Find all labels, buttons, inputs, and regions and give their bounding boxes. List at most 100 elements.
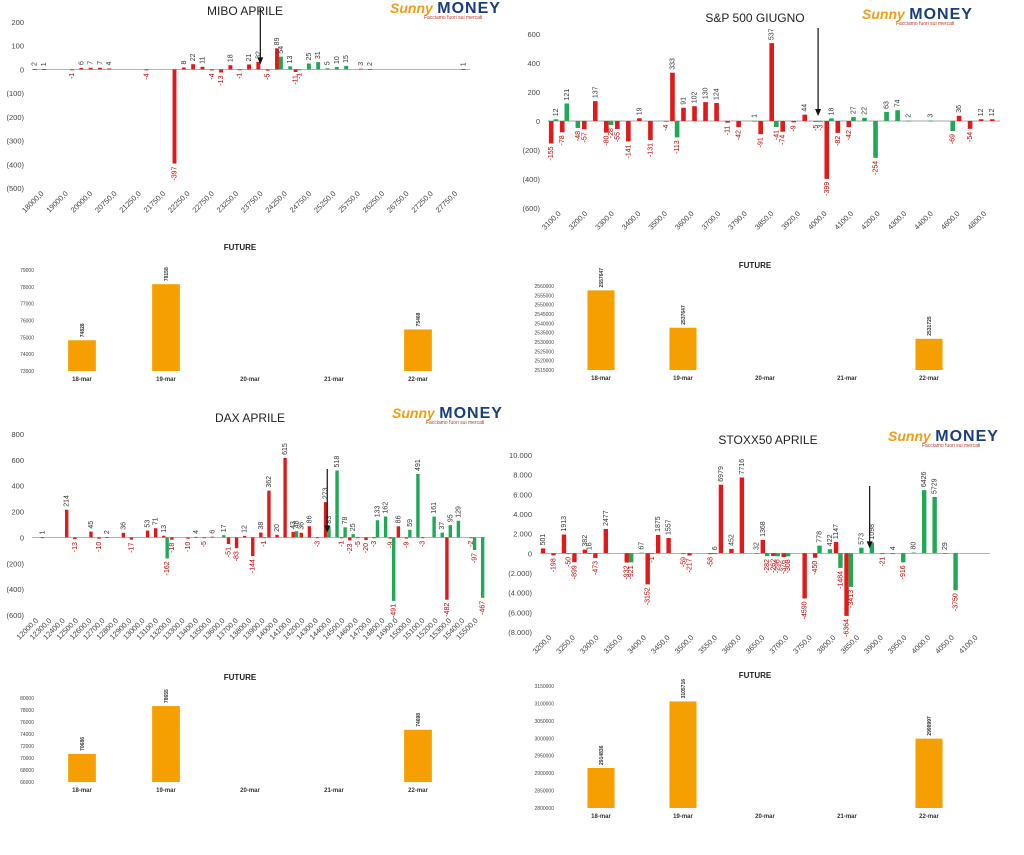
bar: [234, 537, 239, 549]
bar-value-label: 2557647: [599, 268, 605, 288]
y-tick-label: 0: [20, 65, 24, 74]
bar-value-label: 129: [455, 506, 462, 518]
bar-value-label: -932: [624, 565, 631, 579]
bar-value-label: 54: [278, 46, 285, 54]
bar-value-label: 25: [306, 53, 313, 61]
logo-sunny: Sunny: [392, 405, 435, 421]
bar: [340, 537, 344, 539]
bar-value-label: 5: [325, 61, 332, 65]
bar: [575, 121, 581, 128]
y-tick-label: 8.000: [513, 471, 532, 480]
brand-logo: Sunny MONEY Facciamo fuori sui mercati: [888, 428, 999, 450]
x-tick-label: 3550,0: [696, 633, 719, 656]
x-tick-label: 3650,0: [744, 633, 767, 656]
bar-value-label: -254: [873, 161, 880, 175]
bar: [666, 538, 671, 554]
bar-value-label: 6: [78, 61, 85, 65]
bar: [553, 119, 559, 121]
bar: [718, 484, 724, 554]
y-tick-label: 74000: [20, 732, 34, 738]
bar: [781, 553, 786, 558]
bar: [942, 553, 948, 554]
bar: [334, 67, 339, 70]
bar: [335, 470, 339, 538]
bar: [802, 553, 807, 599]
y-tick-label: 2950000: [535, 754, 555, 760]
bar-value-label: -48: [575, 131, 582, 141]
y-tick-label: 200: [527, 88, 540, 97]
bar: [293, 69, 298, 73]
bar-value-label: 6: [209, 530, 216, 534]
y-tick-label: 0: [528, 549, 532, 558]
y-tick-label: 2550000: [535, 303, 555, 309]
y-tick-label: 2540000: [535, 321, 555, 327]
x-tick-label: 26250,0: [361, 189, 387, 215]
bar: [692, 106, 697, 121]
bar: [771, 553, 776, 556]
bar-value-label: 7: [97, 61, 104, 65]
y-tick-label: (600): [6, 611, 24, 620]
bar-value-label: -9: [387, 541, 394, 547]
x-tick-label: 3920,0: [779, 209, 802, 232]
bar-value-label: 2: [32, 62, 39, 66]
bar-value-label: -42: [736, 130, 743, 140]
future-bar: [404, 729, 432, 782]
x-tick-label: 3700,0: [768, 633, 791, 656]
bar-value-label: 501: [540, 534, 547, 546]
x-tick-label: 19-mar: [673, 376, 693, 382]
bar: [170, 537, 174, 540]
bar-value-label: 1875: [655, 516, 662, 532]
bar: [396, 526, 401, 538]
x-tick-label: 3200,0: [567, 209, 590, 232]
x-tick-label: 4300,0: [886, 209, 909, 232]
bar-value-label: 121: [564, 89, 571, 101]
bar: [368, 68, 373, 70]
bar: [202, 537, 206, 539]
bar: [388, 537, 392, 539]
y-tick-label: 2.000: [513, 530, 532, 539]
sp500-options-chart: S&P 500 GIUGNO 600 400 200 0 (200) (400) (600) -…: [510, 0, 1015, 250]
bar-value-label: -397: [171, 166, 178, 180]
bar-value-label: 214: [64, 495, 71, 507]
bar: [989, 119, 995, 121]
bar-value-label: 1147: [833, 524, 840, 539]
bar-value-label: -282: [764, 559, 771, 573]
bar-value-label: 2531725: [927, 316, 933, 336]
bar: [480, 537, 485, 598]
bar: [978, 119, 984, 121]
y-tick-label: 2530000: [535, 340, 555, 346]
future-bar: [915, 338, 943, 370]
bar-value-label: 2998997: [927, 716, 933, 736]
bar: [844, 553, 849, 616]
y-tick-label: (200): [522, 146, 540, 155]
x-tick-label: 4000,0: [806, 209, 829, 232]
y-tick-label: 2800000: [535, 806, 555, 812]
bar-value-label: -217: [687, 558, 694, 572]
bar-value-label: -4: [144, 73, 151, 79]
bar: [237, 69, 242, 71]
bar-value-label: 91: [680, 97, 687, 105]
chart-title: FUTURE: [739, 261, 772, 270]
bar: [404, 537, 409, 539]
bar-value-label: 2477: [603, 510, 610, 526]
bar: [950, 121, 956, 132]
bar-value-label: 4: [106, 61, 113, 65]
bar: [288, 66, 293, 70]
bar: [242, 535, 247, 538]
bar: [222, 535, 226, 538]
bar-value-label: 12: [978, 108, 985, 116]
bar-value-label: -473: [592, 561, 599, 575]
bar-value-label: -1484: [837, 571, 844, 589]
bar-value-label: 1: [41, 62, 48, 66]
bar: [65, 509, 69, 538]
bar-value-label: -399: [824, 182, 831, 196]
bar: [372, 537, 376, 539]
bar: [791, 121, 797, 123]
x-tick-label: 3300,0: [593, 209, 616, 232]
y-tick-label: 79000: [20, 268, 34, 274]
y-tick-label: (6.000): [508, 608, 532, 617]
bar: [967, 121, 973, 129]
bar-value-label: 5729: [932, 478, 939, 494]
x-tick-label: 22750,0: [190, 189, 216, 215]
x-tick-label: 4050,0: [933, 633, 956, 656]
